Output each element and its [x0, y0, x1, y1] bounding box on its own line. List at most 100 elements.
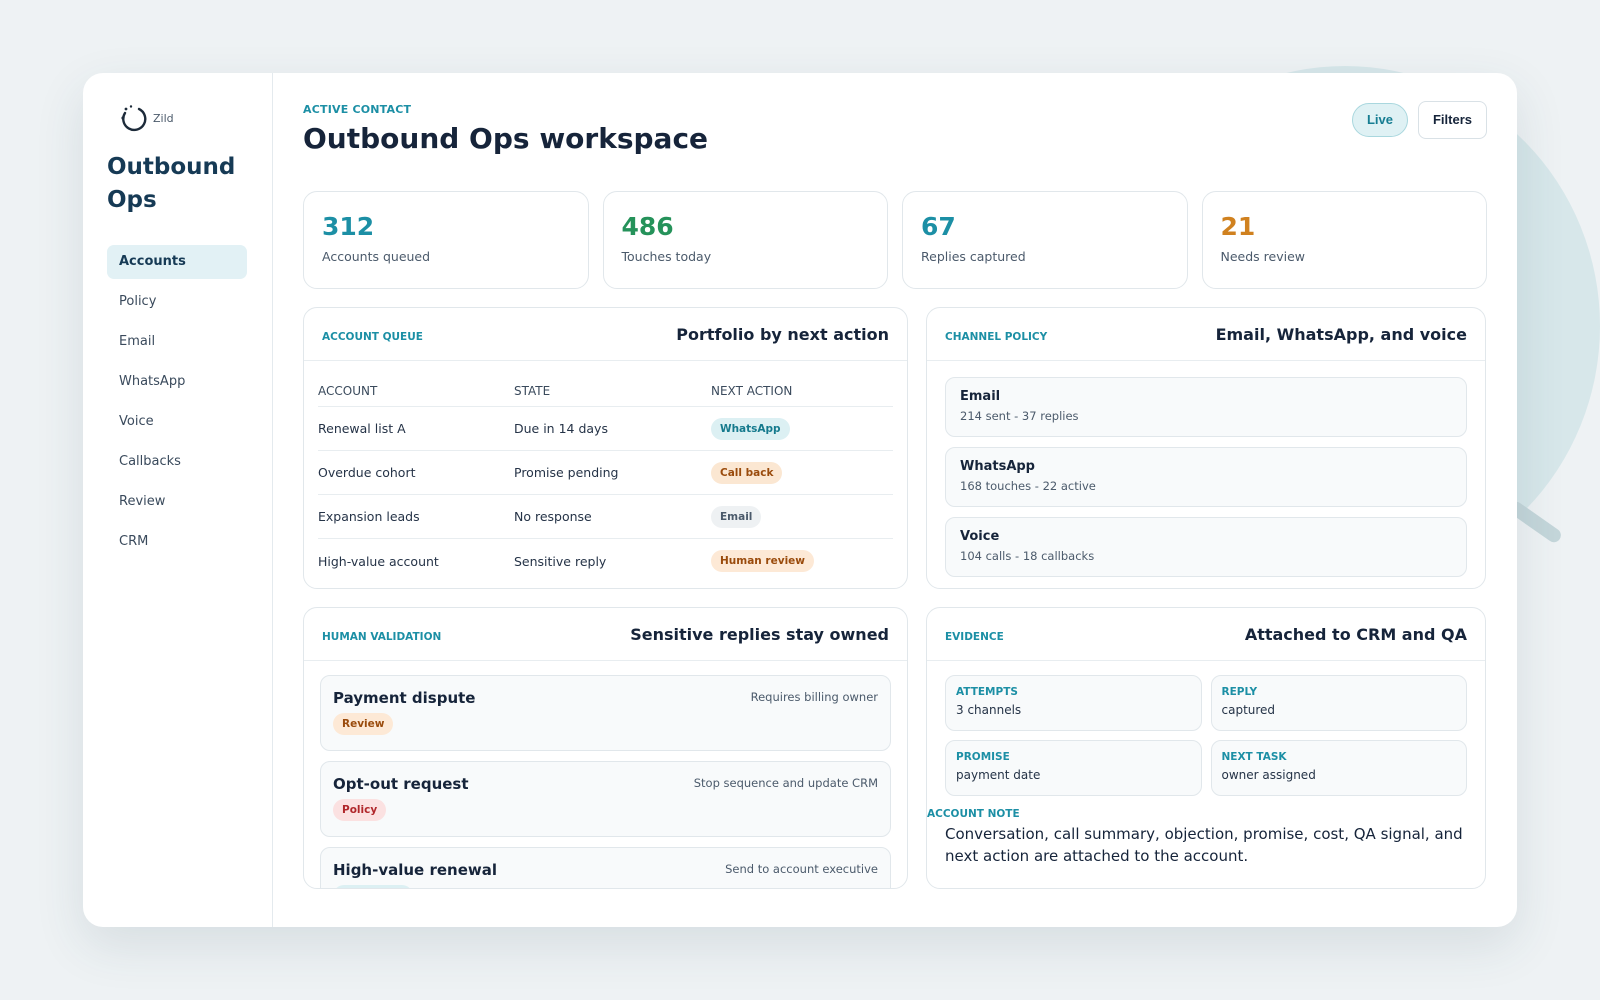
account-cell: Expansion leads	[318, 509, 420, 524]
spinner-logo-icon	[121, 105, 147, 132]
status-badge: Review	[333, 713, 394, 735]
card-eyebrow: EVIDENCE	[945, 631, 1004, 643]
stat-label: Needs review	[1220, 249, 1306, 264]
channel-meta: 104 calls - 18 callbacks	[960, 549, 1095, 563]
channel-meta: 168 touches - 22 active	[960, 479, 1096, 493]
table-row[interactable]: Overdue cohort Promise pending Call back	[318, 451, 893, 495]
next-action-badge[interactable]: WhatsApp	[711, 417, 790, 440]
evidence-value: owner assigned	[1221, 768, 1316, 782]
validation-title: High-value renewal	[333, 861, 497, 879]
page-title: Outbound Ops workspace	[303, 122, 709, 155]
channel-meta: 214 sent - 37 replies	[960, 409, 1079, 423]
human-validation-card: HUMAN VALIDATION Sensitive replies stay …	[303, 607, 908, 889]
state-cell: Sensitive reply	[514, 553, 607, 569]
evidence-item-reply: REPLY captured	[1210, 675, 1467, 731]
channel-name: Voice	[960, 529, 1000, 544]
channel-item-email[interactable]: Email 214 sent - 37 replies	[945, 377, 1467, 437]
sidebar-item-callbacks[interactable]: Callbacks	[119, 454, 181, 469]
table-row[interactable]: Expansion leads No response Email	[318, 495, 893, 539]
sidebar-item-crm[interactable]: CRM	[119, 534, 149, 549]
card-title: Email, WhatsApp, and voice	[1215, 324, 1467, 344]
card-header: HUMAN VALIDATION Sensitive replies stay …	[304, 608, 907, 661]
card-title: Portfolio by next action	[676, 324, 889, 344]
evidence-grid: ATTEMPTS 3 channels REPLY captured PROMI…	[927, 661, 1485, 796]
sidebar-item-policy[interactable]: Policy	[119, 294, 157, 309]
top-actions: Live Filters	[1351, 101, 1487, 139]
evidence-label: NEXT TASK	[1221, 751, 1287, 763]
validation-item[interactable]: Payment dispute Requires billing owner R…	[320, 675, 891, 751]
card-title: Attached to CRM and QA	[1244, 624, 1467, 644]
stat-card-accounts-queued: 312 Accounts queued	[303, 191, 589, 289]
sidebar-item-voice[interactable]: Voice	[119, 414, 154, 429]
stats-row: 312 Accounts queued 486 Touches today 67…	[303, 191, 1487, 289]
sidebar-item-accounts[interactable]: Accounts	[107, 245, 247, 279]
channel-name: WhatsApp	[960, 459, 1035, 474]
panels-grid: ACCOUNT QUEUE Portfolio by next action A…	[303, 307, 1487, 889]
evidence-item-next-task: NEXT TASK owner assigned	[1210, 740, 1467, 796]
next-action-badge[interactable]: Call back	[711, 461, 783, 484]
account-cell: High-value account	[318, 553, 439, 569]
stat-value: 486	[621, 212, 674, 241]
column-header-state: STATE	[514, 383, 551, 398]
table-row[interactable]: Renewal list A Due in 14 days WhatsApp	[318, 407, 893, 451]
app-window: Zild Outbound Ops Accounts Policy Email …	[83, 73, 1517, 927]
evidence-value: captured	[1221, 703, 1276, 717]
stat-label: Touches today	[621, 249, 712, 264]
stat-value: 67	[921, 212, 956, 241]
card-header: ACCOUNT QUEUE Portfolio by next action	[304, 308, 907, 361]
stat-value: 21	[1220, 212, 1256, 241]
evidence-label: PROMISE	[956, 751, 1010, 763]
main-content: ACTIVE CONTACT Outbound Ops workspace Li…	[273, 73, 1517, 927]
live-button[interactable]: Live	[1351, 103, 1408, 137]
column-header-next-action: NEXT ACTION	[711, 383, 793, 398]
sidebar: Zild Outbound Ops Accounts Policy Email …	[83, 73, 273, 927]
stat-card-needs-review: 21 Needs review	[1201, 191, 1487, 289]
channel-item-whatsapp[interactable]: WhatsApp 168 touches - 22 active	[945, 447, 1467, 507]
sidebar-nav: Accounts Policy Email WhatsApp Voice Cal…	[107, 245, 248, 559]
card-eyebrow: CHANNEL POLICY	[945, 331, 1048, 343]
next-action-badge[interactable]: Email	[711, 505, 762, 528]
stat-label: Replies captured	[921, 249, 1026, 264]
validation-item[interactable]: High-value renewal Send to account execu…	[320, 847, 891, 888]
card-eyebrow: ACCOUNT QUEUE	[322, 331, 423, 343]
channel-item-voice[interactable]: Voice 104 calls - 18 callbacks	[945, 517, 1467, 577]
validation-note: Send to account executive	[725, 862, 878, 876]
brand-name: Zild	[153, 111, 174, 125]
channel-name: Email	[960, 389, 1001, 404]
sidebar-item-whatsapp[interactable]: WhatsApp	[119, 374, 186, 389]
validation-item[interactable]: Opt-out request Stop sequence and update…	[320, 761, 891, 837]
table-header: ACCOUNT STATE NEXT ACTION	[318, 375, 893, 407]
account-cell: Renewal list A	[318, 421, 406, 436]
account-note-label: ACCOUNT NOTE	[927, 808, 1020, 820]
filters-button[interactable]: Filters	[1417, 101, 1487, 139]
account-cell: Overdue cohort	[318, 465, 416, 480]
next-action-badge[interactable]: Human review	[711, 550, 814, 572]
evidence-label: REPLY	[1221, 686, 1258, 698]
column-header-account: ACCOUNT	[318, 383, 378, 398]
evidence-item-attempts: ATTEMPTS 3 channels	[945, 675, 1202, 731]
table-row[interactable]: High-value account Sensitive reply Human…	[318, 539, 893, 583]
validation-note: Requires billing owner	[750, 690, 878, 704]
state-cell: Due in 14 days	[514, 421, 608, 436]
stat-value: 312	[322, 212, 375, 241]
sidebar-title: Outbound Ops	[107, 154, 236, 213]
validation-list: Payment dispute Requires billing owner R…	[304, 661, 907, 888]
card-header: EVIDENCE Attached to CRM and QA	[927, 608, 1485, 661]
evidence-label: ATTEMPTS	[956, 686, 1018, 698]
validation-note: Stop sequence and update CRM	[693, 776, 878, 790]
status-badge: Policy	[333, 799, 387, 821]
account-table: ACCOUNT STATE NEXT ACTION Renewal list A…	[304, 361, 907, 583]
page-eyebrow: ACTIVE CONTACT	[303, 103, 412, 116]
account-note-text: Conversation, call summary, objection, p…	[945, 825, 1463, 865]
stat-card-replies-captured: 67 Replies captured	[902, 191, 1188, 289]
validation-title: Opt-out request	[333, 775, 469, 793]
card-title: Sensitive replies stay owned	[630, 624, 889, 644]
state-cell: No response	[514, 509, 592, 524]
stat-label: Accounts queued	[322, 249, 431, 264]
channel-list: Email 214 sent - 37 replies WhatsApp 168…	[927, 361, 1485, 577]
channel-policy-card: CHANNEL POLICY Email, WhatsApp, and voic…	[926, 307, 1486, 589]
evidence-value: payment date	[956, 768, 1041, 782]
sidebar-item-review[interactable]: Review	[119, 494, 166, 509]
brand: Zild	[119, 101, 248, 135]
sidebar-item-email[interactable]: Email	[119, 334, 156, 349]
